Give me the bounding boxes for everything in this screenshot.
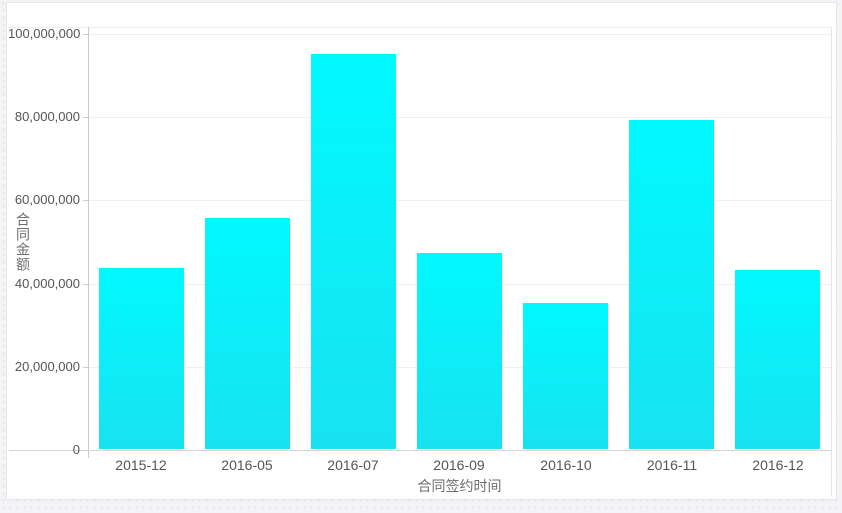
x-tick-label: 2016-11	[646, 457, 698, 473]
y-tick-mark	[83, 34, 88, 35]
y-tick-mark	[83, 367, 88, 368]
y-tick-mark	[83, 284, 88, 285]
x-tick-label: 2016-10	[540, 457, 592, 473]
bar-2015-12[interactable]	[99, 268, 184, 449]
y-tick-label: 80,000,000	[14, 109, 80, 124]
bar-2016-07[interactable]	[311, 54, 396, 449]
y-tick-mark	[83, 117, 88, 118]
x-tick-label: 2015-12	[115, 457, 167, 473]
y-tick-mark	[83, 200, 88, 201]
gridline	[89, 34, 831, 35]
x-axis-title: 合同签约时间	[417, 478, 502, 494]
bar-2016-12[interactable]	[735, 270, 820, 449]
gridline	[89, 117, 831, 118]
bar-2016-05[interactable]	[205, 218, 290, 449]
chart-frame	[9, 27, 832, 496]
x-tick-label: 2016-09	[433, 457, 485, 473]
y-tick-label: 40,000,000	[14, 276, 80, 291]
y-tick-mark	[83, 450, 88, 451]
y-axis-line	[88, 27, 89, 458]
y-tick-label: 0	[72, 442, 80, 457]
bar-2016-09[interactable]	[417, 253, 502, 449]
gridline	[89, 200, 831, 201]
x-tick-label: 2016-07	[327, 457, 379, 473]
y-axis-title: 合同金额	[15, 212, 31, 272]
bar-2016-11[interactable]	[629, 120, 714, 449]
x-tick-label: 2016-05	[221, 457, 273, 473]
y-tick-label: 20,000,000	[14, 359, 80, 374]
y-tick-label: 60,000,000	[14, 192, 80, 207]
y-tick-label: 100,000,000	[8, 26, 81, 41]
x-axis-line	[9, 450, 831, 451]
x-tick-label: 2016-12	[752, 457, 804, 473]
bar-2016-10[interactable]	[523, 303, 608, 449]
